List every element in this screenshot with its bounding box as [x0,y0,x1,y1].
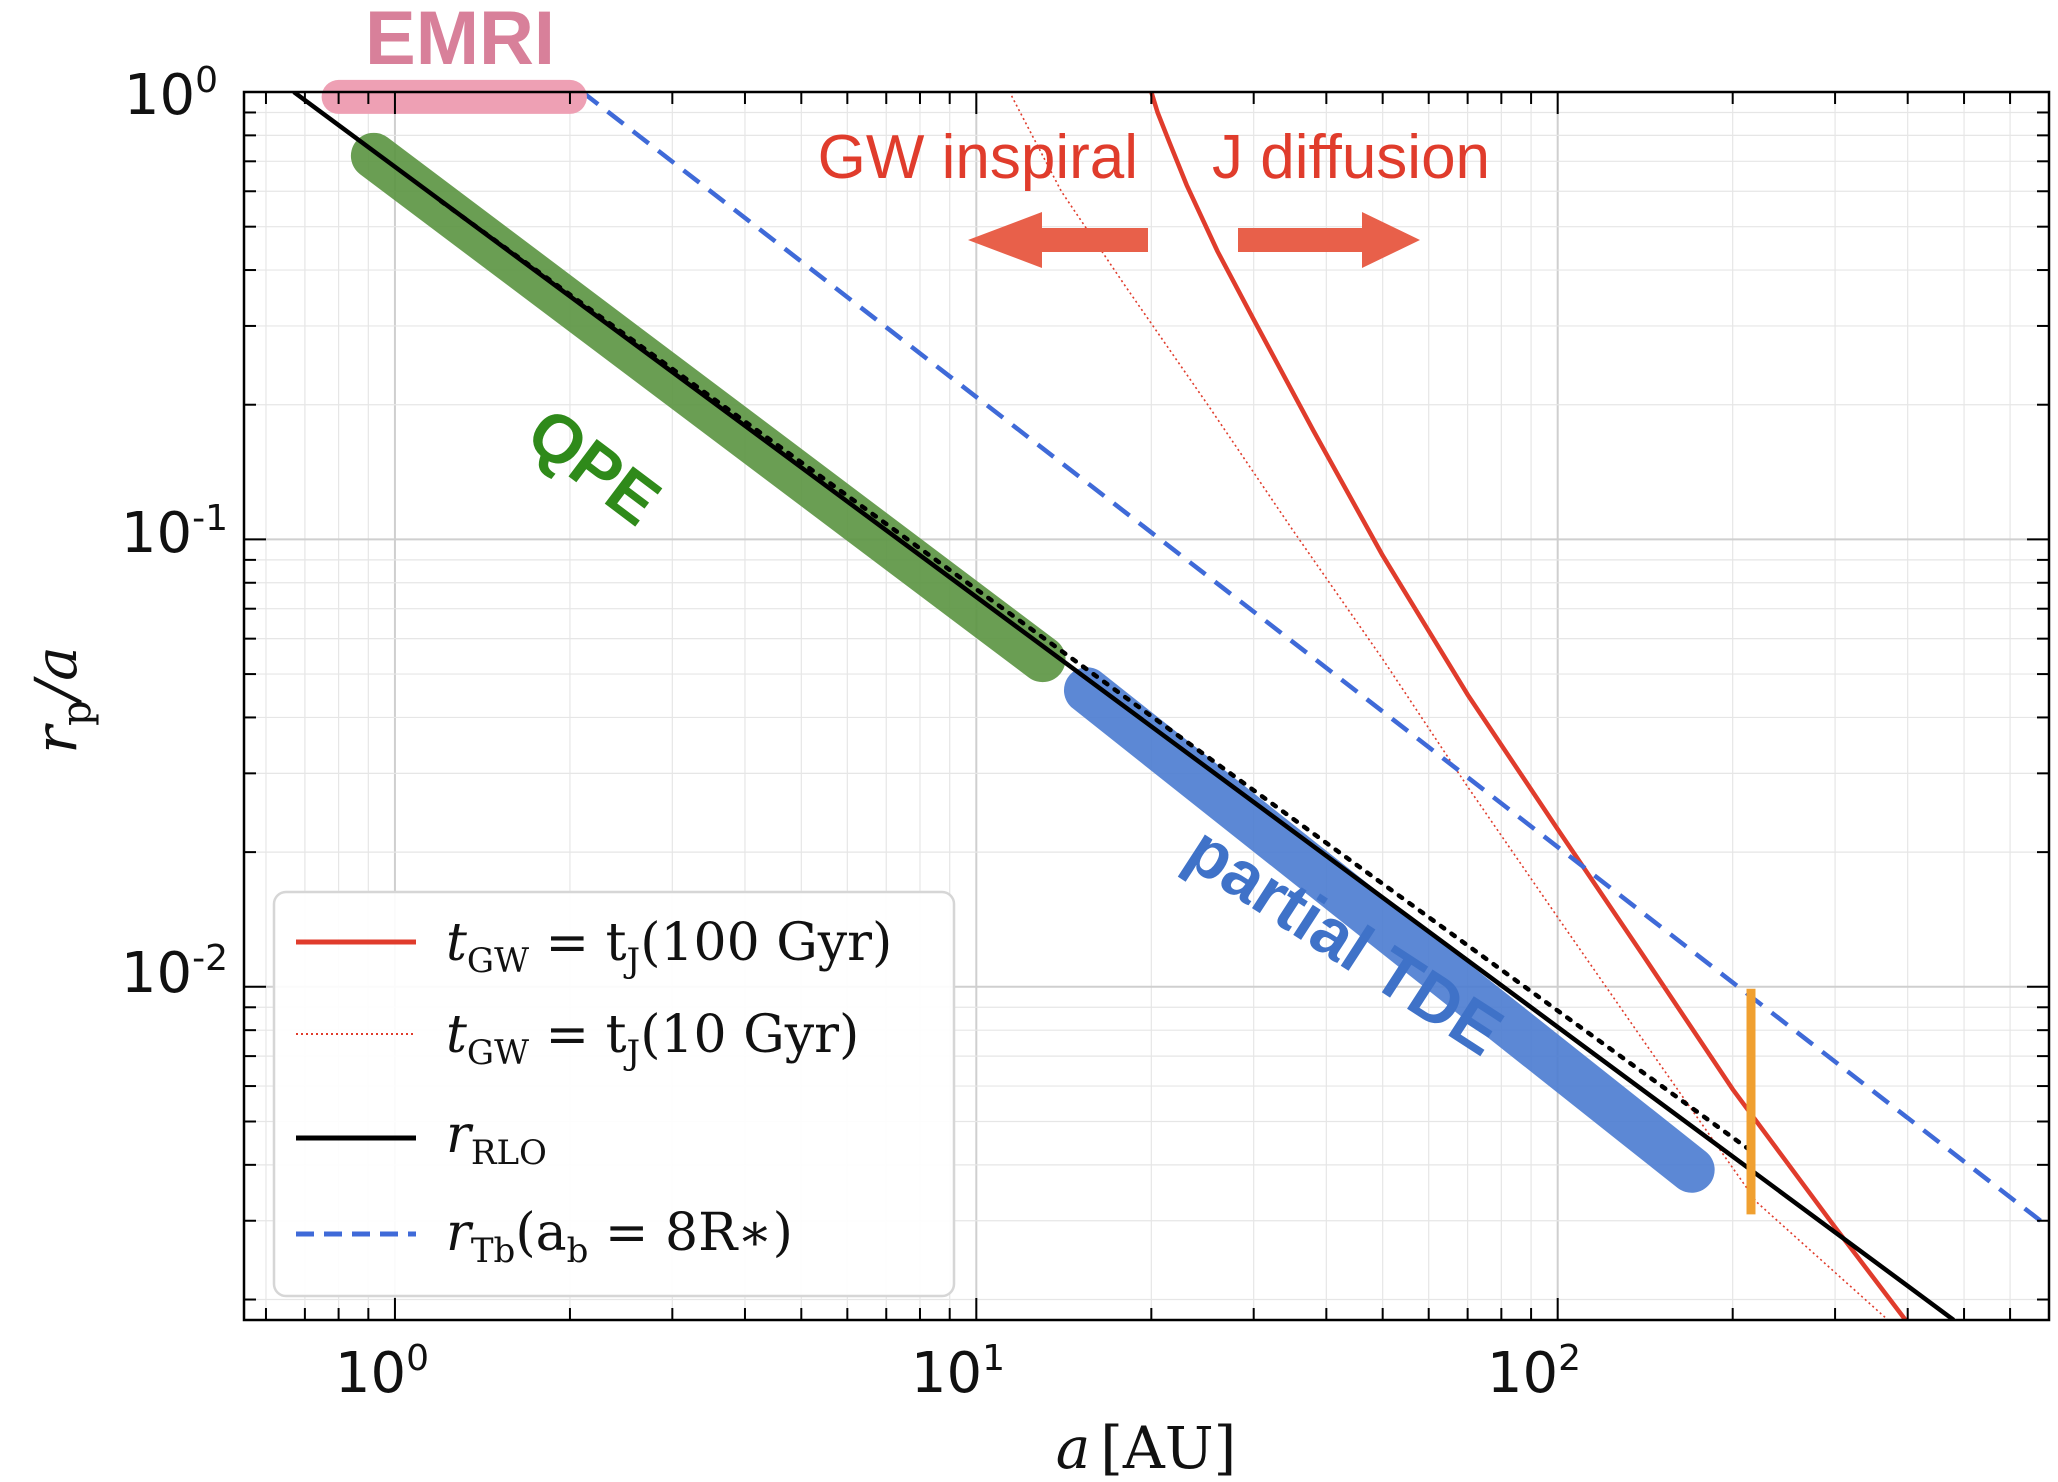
y-tick-label-0: 100 [124,60,218,128]
legend-label-rlo: rRLO [446,1105,547,1173]
j-diffusion-label: J diffusion [1212,123,1490,192]
band-tde [1063,667,1715,1193]
series-tgw10 [1010,95,1889,1320]
qpe-label: QPE [514,393,674,540]
series-layer [292,92,2049,1320]
bands-layer [350,132,1715,1193]
legend-label-tgw100: tGW = tJ(100 Gyr) [446,913,892,981]
x-axis-label: a [AU] [1056,1414,1237,1482]
legend-label-rtb: rTb(ab = 8R∗) [446,1203,793,1271]
y-axis-label: rp/a [22,646,100,753]
x-tick-label-2: 102 [1487,1338,1581,1406]
legend-box [272,890,956,1298]
right-arrow-icon [1238,212,1420,268]
y-tick-labels: 100 10-1 10-2 [121,60,228,1006]
x-tick-labels: 100 101 102 [335,1338,1581,1406]
left-arrow-icon [968,212,1148,268]
gw-inspiral-label: GW inspiral [818,123,1138,192]
x-tick-label-1: 101 [911,1338,1005,1406]
y-tick-label-2: 10-2 [121,938,228,1006]
emri-label: EMRI [365,0,555,81]
series-dotted_black [438,198,1754,1154]
plot-frame [242,90,2051,1322]
x-tick-label-0: 100 [335,1338,429,1406]
series-tgw100 [1149,92,1909,1320]
band-qpe [350,132,1066,683]
legend-label-tgw10: tGW = tJ(10 Gyr) [446,1005,859,1073]
axis-ticks [244,91,2050,1320]
plot-area [292,92,2049,1320]
series-rtb [580,92,2049,1230]
legend: tGW = tJ(100 Gyr) tGW = tJ(10 Gyr) rRLO … [272,890,956,1298]
y-tick-label-1: 10-1 [121,498,228,566]
